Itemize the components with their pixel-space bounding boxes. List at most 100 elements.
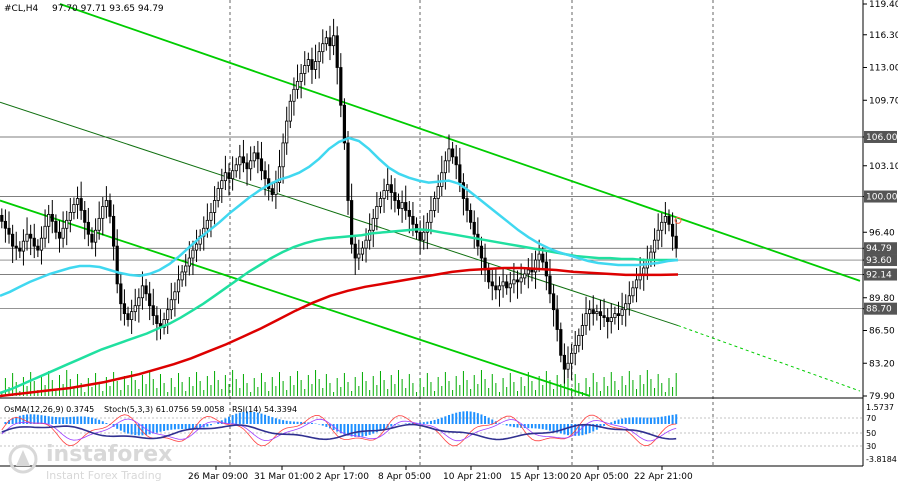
candle <box>368 213 372 250</box>
candle <box>216 181 220 208</box>
candle <box>29 224 33 256</box>
candle-body <box>357 253 361 259</box>
candle <box>396 193 401 216</box>
candle <box>588 300 592 331</box>
candle-body <box>209 212 213 221</box>
candle <box>606 308 610 339</box>
candle <box>497 276 502 307</box>
price-label-7: 96.40 <box>869 228 895 238</box>
candle <box>39 226 44 265</box>
candle <box>288 94 292 129</box>
logo-name: instaforex <box>46 442 173 467</box>
candle-body <box>566 362 570 370</box>
candle <box>634 267 639 303</box>
horizontal-levels <box>0 136 863 310</box>
candle-body <box>620 309 624 317</box>
candle-body <box>501 281 505 287</box>
candle-body <box>533 259 538 273</box>
candle-body <box>631 287 635 297</box>
candle-body <box>346 142 350 201</box>
candle-body <box>660 221 664 231</box>
candle-body <box>505 281 509 289</box>
candle-body <box>180 271 184 281</box>
candle-body <box>526 269 530 275</box>
candle-body <box>360 247 365 255</box>
candle-body <box>263 170 267 180</box>
candle <box>624 294 628 327</box>
candle <box>660 212 664 248</box>
candle-body <box>75 198 80 205</box>
candle-body <box>656 229 660 241</box>
candle-body <box>555 309 559 330</box>
candle <box>151 288 155 326</box>
candle-body <box>288 100 292 122</box>
price-axis: 119.40 116.30 113.00 109.70 106.00 103.10 100.… <box>863 0 898 402</box>
candle <box>93 218 98 257</box>
price-box-9 <box>864 254 897 267</box>
candle-body <box>523 273 527 279</box>
time-label-0: 26 Mar 09:00 <box>188 472 248 482</box>
candle-body <box>324 37 328 45</box>
candle <box>627 281 631 316</box>
candle <box>357 239 361 270</box>
candle <box>537 239 541 272</box>
price-label-3: 109.70 <box>869 96 898 106</box>
candle <box>173 282 177 317</box>
candle-body <box>220 180 224 189</box>
candle <box>411 201 415 237</box>
candle <box>577 328 581 353</box>
candle <box>267 164 271 201</box>
candle <box>670 212 675 251</box>
candle <box>191 240 195 275</box>
candle-body <box>21 240 26 252</box>
candle <box>530 253 534 282</box>
candle-body <box>97 217 101 231</box>
candle-body <box>624 303 628 311</box>
candle <box>281 133 285 184</box>
candle <box>663 201 667 235</box>
candle <box>140 271 145 310</box>
candle-body <box>613 313 617 318</box>
candle-body <box>458 164 462 184</box>
candle <box>68 198 72 233</box>
moving-averages <box>0 136 682 398</box>
instaforex-logo: instaforex Instant Forex Trading <box>6 440 186 484</box>
candle <box>429 196 433 235</box>
candle-body <box>425 221 429 233</box>
candle <box>83 200 87 240</box>
candle-body <box>670 223 675 237</box>
price-label-15: 79.90 <box>869 392 895 402</box>
price-box-12 <box>864 302 897 315</box>
candle <box>570 343 574 381</box>
candle <box>310 47 314 84</box>
candle <box>432 191 437 218</box>
price-label-11: 89.80 <box>869 294 895 304</box>
stoch-level-label-2: 30 <box>866 442 876 451</box>
candle-body <box>368 229 372 241</box>
candle-body <box>241 156 246 164</box>
instaforex-logo-icon <box>8 444 38 474</box>
candle <box>263 161 267 196</box>
candle-body <box>108 200 112 217</box>
candle-body <box>274 182 278 195</box>
candle <box>184 254 188 287</box>
candle-body <box>11 233 15 247</box>
candle-body <box>79 198 83 211</box>
indicator-pane: 70 50 30 <box>0 411 876 451</box>
candle-body <box>173 291 177 301</box>
candle <box>490 269 494 301</box>
candle-body <box>212 200 217 213</box>
candle-body <box>191 249 195 259</box>
candle <box>508 271 512 303</box>
candle <box>461 173 466 216</box>
candle-body <box>570 352 574 364</box>
candle <box>303 51 307 86</box>
ma-slow-line <box>0 266 679 398</box>
candle <box>54 214 58 240</box>
candle-body <box>584 313 588 326</box>
candle <box>573 330 577 366</box>
candle-body <box>169 299 173 311</box>
candle <box>393 178 397 213</box>
candle-body <box>216 188 220 201</box>
price-label-10: 92.14 <box>866 271 892 281</box>
